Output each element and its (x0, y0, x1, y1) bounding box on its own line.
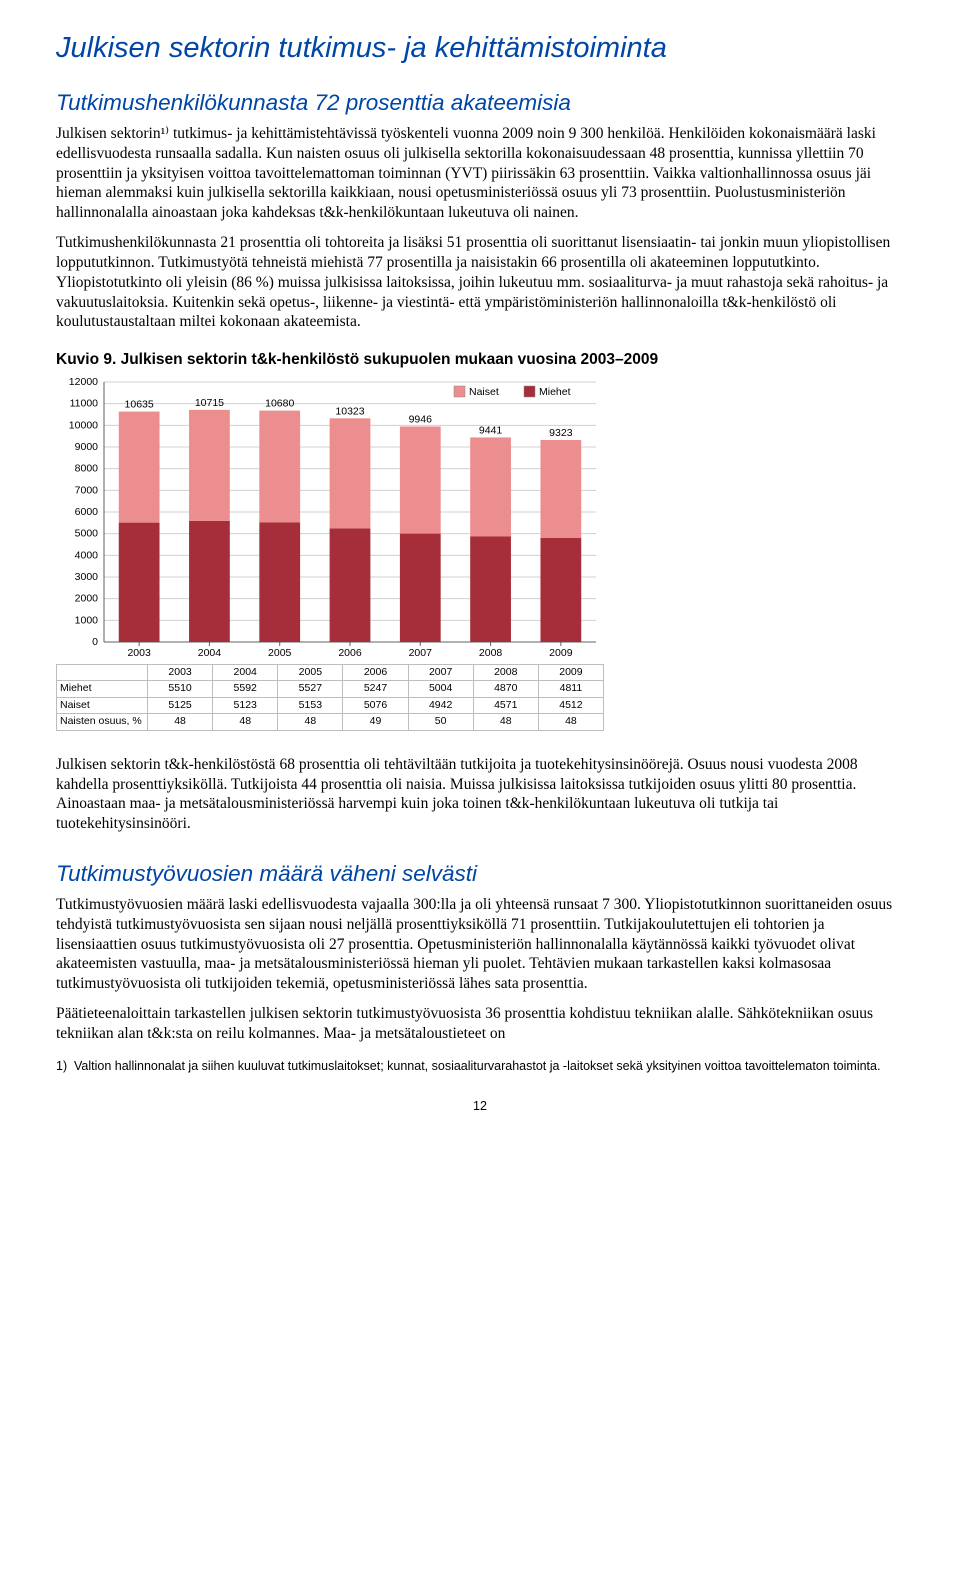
svg-text:2005: 2005 (268, 647, 292, 659)
svg-text:9441: 9441 (479, 424, 503, 436)
footnote-text: Valtion hallinnonalat ja siihen kuuluvat… (74, 1058, 904, 1074)
svg-text:6000: 6000 (75, 506, 99, 518)
svg-text:Miehet: Miehet (539, 386, 571, 398)
table-cell: 5510 (148, 681, 213, 697)
svg-text:2004: 2004 (198, 647, 222, 659)
bar-chart: 0 1000 2000 3000 4000 5000 6000 7000 8000 9000 100… (56, 374, 604, 664)
chart-container: 0 1000 2000 3000 4000 5000 6000 7000 8000 9000 100… (56, 374, 604, 731)
table-cell: 5153 (278, 697, 343, 713)
table-cell: 5004 (408, 681, 473, 697)
table-cell: 48 (473, 714, 538, 730)
table-cell: 4571 (473, 697, 538, 713)
table-cell: Miehet (57, 681, 148, 697)
table-cell: 4942 (408, 697, 473, 713)
svg-text:2000: 2000 (75, 593, 99, 605)
section3-para-2: Päätieteenaloittain tarkastellen julkise… (56, 1004, 904, 1044)
svg-text:10323: 10323 (335, 405, 364, 417)
footnote-number: 1) (56, 1058, 74, 1074)
svg-text:5000: 5000 (75, 528, 99, 540)
svg-text:4000: 4000 (75, 549, 99, 561)
svg-text:2007: 2007 (409, 647, 433, 659)
svg-text:8000: 8000 (75, 463, 99, 475)
table-cell (57, 665, 148, 681)
table-cell: 2005 (278, 665, 343, 681)
svg-text:2003: 2003 (127, 647, 151, 659)
table-cell: 50 (408, 714, 473, 730)
section1-heading: Tutkimushenkilökunnasta 72 prosenttia ak… (56, 89, 904, 118)
table-cell: 2009 (538, 665, 603, 681)
table-cell: 4512 (538, 697, 603, 713)
svg-text:1000: 1000 (75, 614, 99, 626)
table-cell: 2003 (148, 665, 213, 681)
chart-caption: Kuvio 9. Julkisen sektorin t&k-henkilöst… (56, 350, 904, 370)
section3-para-1: Tutkimustyövuosien määrä laski edellisvu… (56, 895, 904, 994)
table-cell: 5125 (148, 697, 213, 713)
table-cell: 48 (538, 714, 603, 730)
svg-text:12000: 12000 (69, 376, 98, 388)
table-cell: 2004 (213, 665, 278, 681)
svg-text:11000: 11000 (70, 398, 99, 410)
table-cell: 48 (213, 714, 278, 730)
table-cell: 48 (148, 714, 213, 730)
svg-text:9323: 9323 (549, 427, 573, 439)
section3-heading: Tutkimustyövuosien määrä väheni selvästi (56, 860, 904, 889)
page-title: Julkisen sektorin tutkimus- ja kehittämi… (56, 30, 904, 67)
svg-text:0: 0 (92, 636, 98, 648)
svg-text:10635: 10635 (125, 399, 154, 411)
table-cell: 5592 (213, 681, 278, 697)
table-cell: 5076 (343, 697, 408, 713)
page-number: 12 (56, 1098, 904, 1114)
section2-para: Julkisen sektorin t&k-henkilöstöstä 68 p… (56, 755, 904, 834)
table-cell: 2006 (343, 665, 408, 681)
chart-data-table: 2003200420052006200720082009Miehet551055… (56, 664, 604, 731)
svg-text:10000: 10000 (69, 419, 98, 431)
section1-para-2: Tutkimushenkilökunnasta 21 prosenttia ol… (56, 233, 904, 332)
svg-text:2006: 2006 (338, 647, 362, 659)
svg-text:3000: 3000 (75, 571, 99, 583)
table-cell: Naiset (57, 697, 148, 713)
footnote: 1) Valtion hallinnonalat ja siihen kuulu… (56, 1058, 904, 1074)
svg-text:7000: 7000 (75, 484, 99, 496)
svg-text:10715: 10715 (195, 397, 224, 409)
svg-text:9000: 9000 (75, 441, 99, 453)
svg-text:Naiset: Naiset (469, 386, 499, 398)
svg-text:10680: 10680 (265, 398, 294, 410)
table-cell: 2008 (473, 665, 538, 681)
table-cell: 2007 (408, 665, 473, 681)
svg-text:2008: 2008 (479, 647, 503, 659)
table-cell: 5123 (213, 697, 278, 713)
table-cell: Naisten osuus, % (57, 714, 148, 730)
section1-para-1: Julkisen sektorin¹⁾ tutkimus- ja kehittä… (56, 124, 904, 223)
table-cell: 49 (343, 714, 408, 730)
table-cell: 4870 (473, 681, 538, 697)
table-cell: 48 (278, 714, 343, 730)
svg-text:9946: 9946 (409, 414, 433, 426)
table-cell: 5527 (278, 681, 343, 697)
table-cell: 4811 (538, 681, 603, 697)
table-cell: 5247 (343, 681, 408, 697)
svg-text:2009: 2009 (549, 647, 573, 659)
